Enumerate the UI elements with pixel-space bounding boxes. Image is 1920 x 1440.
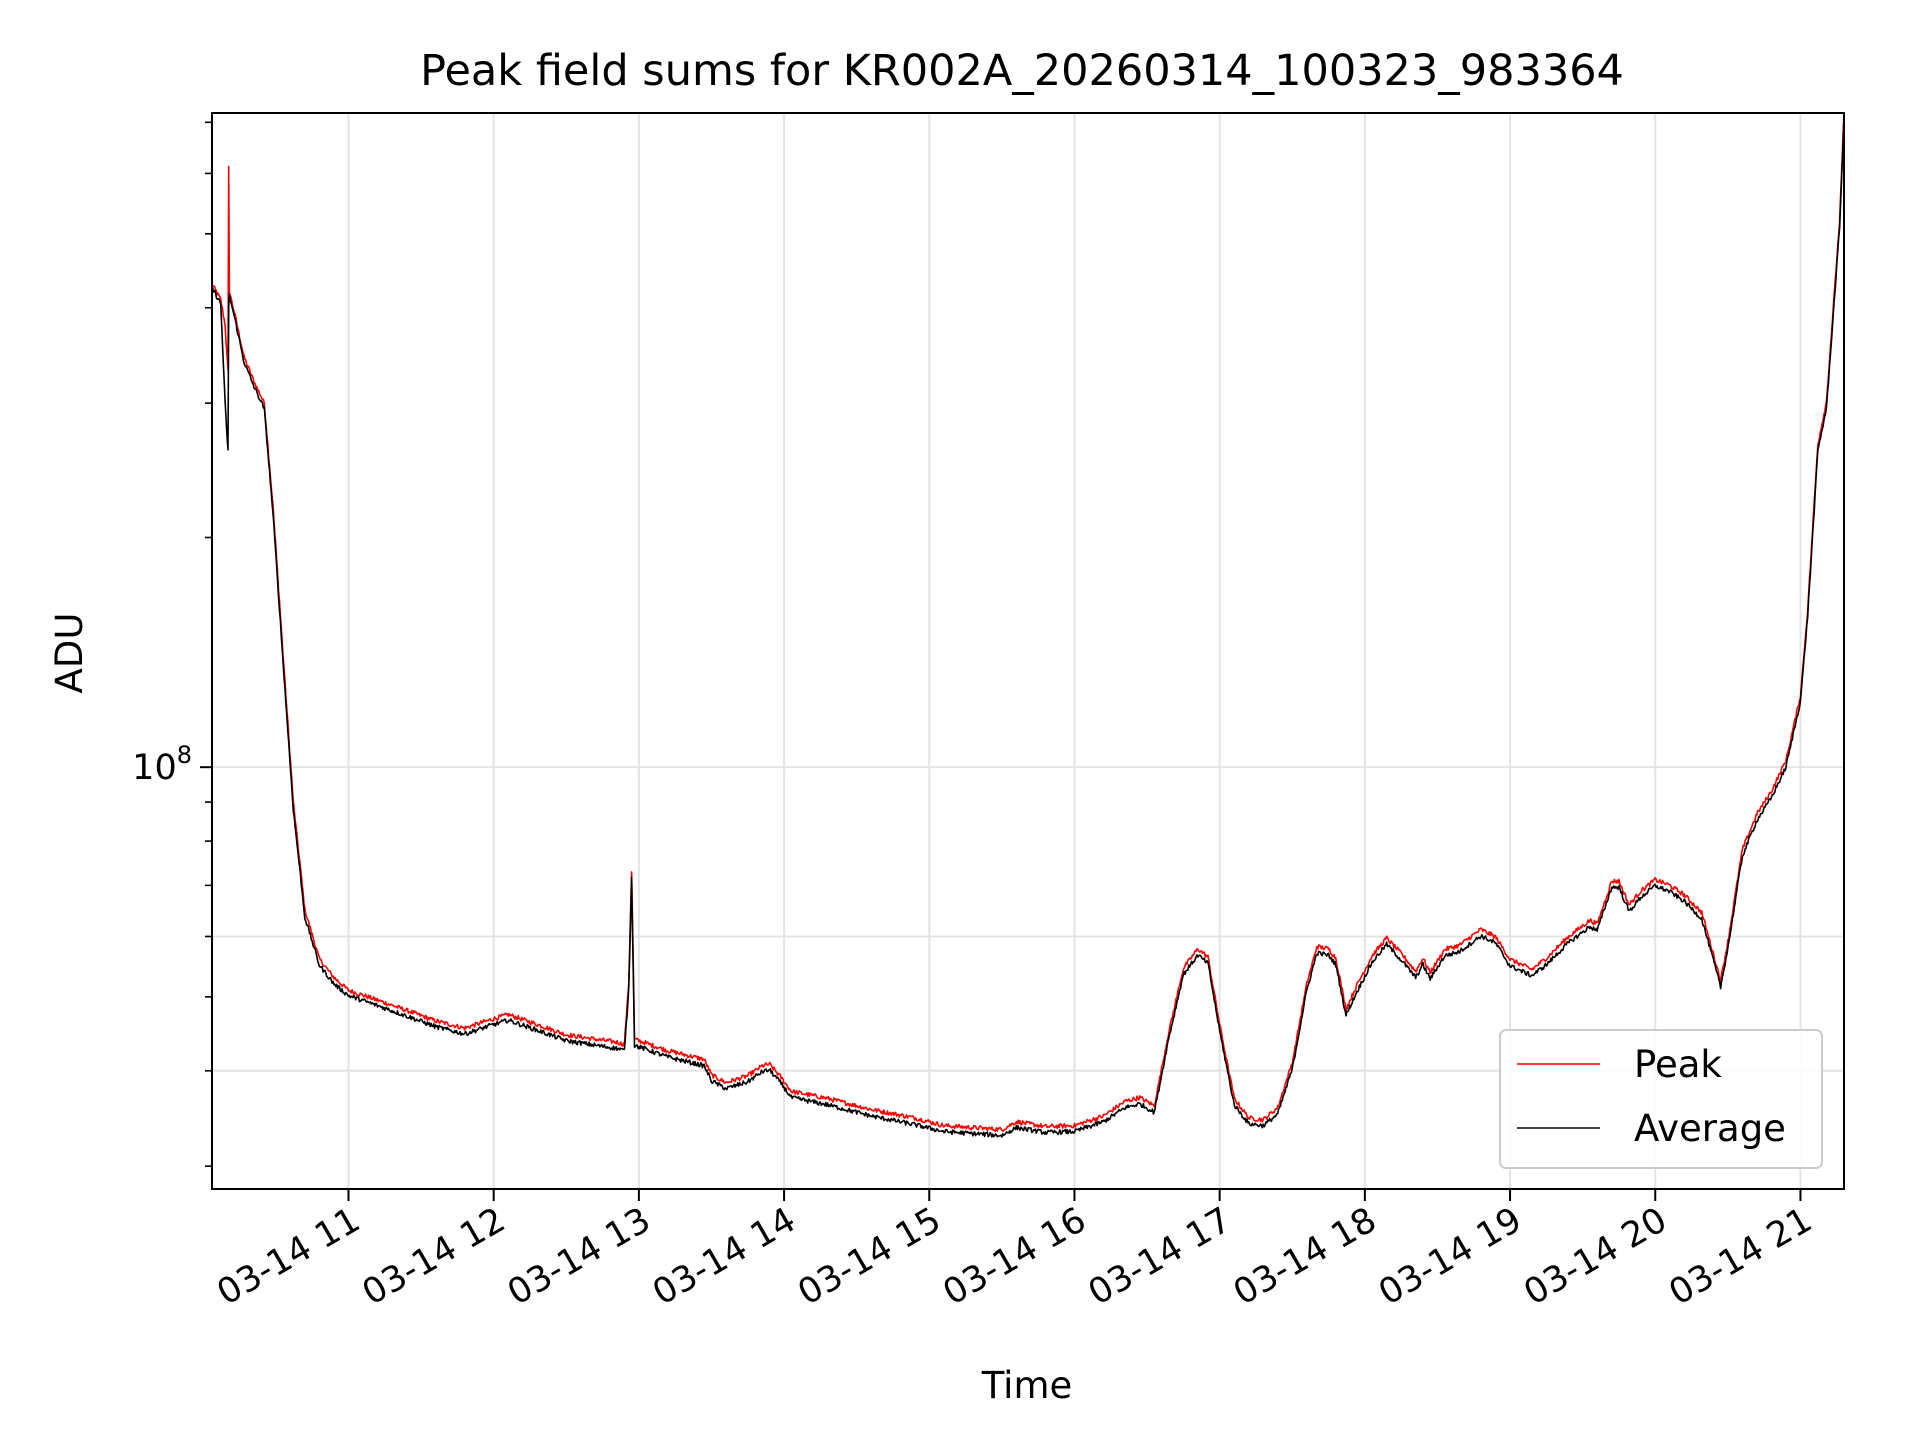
y-axis-label: ADU [48, 613, 91, 694]
y-axis: 108 [132, 121, 212, 1167]
grid [212, 113, 1844, 1189]
y-tick-label: 108 [132, 741, 192, 788]
chart-title: Peak field sums for KR002A_20260314_1003… [420, 46, 1624, 96]
x-axis-label: Time [981, 1364, 1073, 1407]
series-layer [212, 113, 1844, 1138]
plot-frame [211, 112, 1845, 1190]
series-line-average [212, 117, 1844, 1138]
series-line-peak [212, 113, 1844, 1133]
legend-peak-label: Peak [1634, 1043, 1722, 1086]
legend-average-label: Average [1634, 1107, 1786, 1150]
legend: Peak Average [1499, 1029, 1823, 1169]
